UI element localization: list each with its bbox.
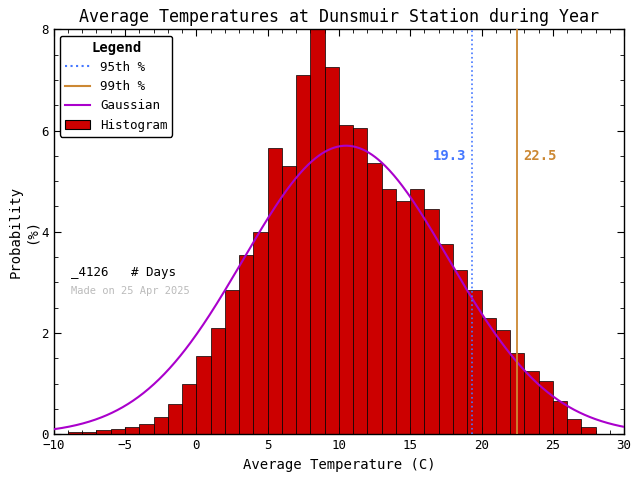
Bar — [68, 432, 82, 434]
Bar — [324, 67, 339, 434]
Bar — [581, 427, 596, 434]
Bar — [453, 270, 467, 434]
Bar — [353, 128, 367, 434]
Gaussian — [132, 396, 140, 401]
Gaussian — [495, 336, 502, 342]
Bar — [154, 417, 168, 434]
Bar — [481, 318, 496, 434]
Bar — [168, 404, 182, 434]
Gaussian — [392, 175, 400, 181]
Bar — [567, 419, 581, 434]
Bar — [381, 189, 396, 434]
Gaussian — [182, 345, 190, 351]
Bar — [111, 429, 125, 434]
Text: _4126   # Days: _4126 # Days — [71, 266, 176, 279]
Bar — [239, 254, 253, 434]
Text: 19.3: 19.3 — [433, 149, 466, 163]
Bar — [182, 384, 196, 434]
Bar — [410, 189, 424, 434]
Bar — [539, 381, 553, 434]
Bar — [339, 125, 353, 434]
Bar — [424, 209, 439, 434]
Bar — [253, 232, 268, 434]
Bar — [296, 75, 310, 434]
Bar — [196, 356, 211, 434]
Bar — [553, 401, 567, 434]
Bar — [310, 29, 324, 434]
Title: Average Temperatures at Dunsmuir Station during Year: Average Temperatures at Dunsmuir Station… — [79, 8, 599, 26]
Bar — [225, 290, 239, 434]
Gaussian — [442, 251, 449, 256]
Bar — [396, 202, 410, 434]
Bar — [140, 424, 154, 434]
Bar — [268, 148, 282, 434]
Bar — [524, 371, 539, 434]
Bar — [97, 430, 111, 434]
Gaussian — [342, 143, 349, 149]
Y-axis label: Probability
(%): Probability (%) — [8, 186, 38, 278]
Bar — [367, 163, 381, 434]
Bar — [467, 290, 481, 434]
Text: Made on 25 Apr 2025: Made on 25 Apr 2025 — [71, 287, 189, 297]
Text: 22.5: 22.5 — [523, 149, 556, 163]
Bar — [125, 427, 140, 434]
Bar — [82, 432, 97, 434]
Bar — [211, 328, 225, 434]
Legend: 95th %, 99th %, Gaussian, Histogram: 95th %, 99th %, Gaussian, Histogram — [60, 36, 172, 136]
Bar — [510, 353, 524, 434]
Bar — [496, 330, 510, 434]
Gaussian — [21, 429, 29, 435]
Bar — [282, 166, 296, 434]
X-axis label: Average Temperature (C): Average Temperature (C) — [243, 457, 435, 472]
Gaussian — [305, 161, 313, 167]
Line: Gaussian: Gaussian — [25, 146, 640, 432]
Bar — [439, 244, 453, 434]
